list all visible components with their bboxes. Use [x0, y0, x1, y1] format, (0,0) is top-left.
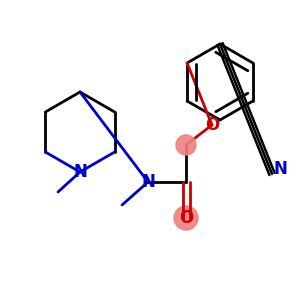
Text: N: N — [273, 160, 287, 178]
Circle shape — [176, 135, 196, 155]
Circle shape — [174, 206, 198, 230]
Text: O: O — [205, 116, 219, 134]
Text: N: N — [141, 173, 155, 191]
Text: O: O — [179, 209, 193, 227]
Text: N: N — [73, 163, 87, 181]
